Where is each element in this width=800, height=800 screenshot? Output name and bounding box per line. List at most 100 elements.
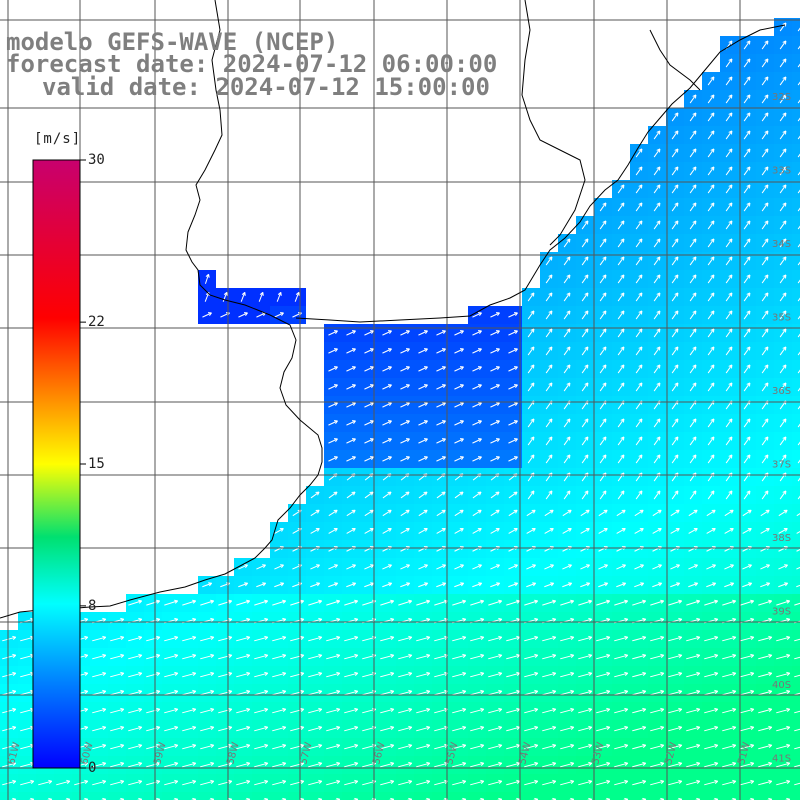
wind-arrow — [779, 22, 787, 32]
wind-arrow — [653, 310, 661, 320]
wind-arrow — [724, 564, 734, 570]
wind-arrow — [380, 689, 395, 696]
wind-arrow — [686, 761, 701, 768]
wind-arrow — [328, 366, 338, 372]
wind-arrow — [508, 509, 518, 517]
wind-arrow — [2, 725, 17, 732]
latitude-labels: 32S 33S 34S 35S 36S 37S 38S 39S 40S 41S — [772, 92, 791, 765]
wind-arrow — [797, 207, 800, 212]
wind-arrow — [290, 761, 305, 768]
wind-arrow — [797, 45, 800, 50]
wind-cell — [108, 792, 126, 800]
wind-arrow — [722, 671, 737, 678]
wind-arrow — [632, 689, 647, 696]
model-title: modelo GEFS-WAVE (NCEP) — [6, 28, 339, 56]
wind-arrow — [490, 564, 500, 570]
wind-arrow — [328, 582, 339, 588]
wind-arrow — [146, 671, 161, 678]
wind-arrow — [398, 725, 413, 732]
wind-arrow — [725, 94, 733, 104]
wind-cell — [792, 792, 800, 800]
wind-arrow — [328, 420, 338, 426]
wind-arrow — [346, 491, 356, 499]
wind-arrow — [634, 528, 644, 534]
wind-arrow — [797, 405, 800, 410]
wind-arrow — [632, 653, 647, 660]
wind-arrow — [776, 743, 791, 750]
wind-arrow — [380, 707, 395, 714]
wind-arrow — [671, 184, 679, 194]
wind-arrow — [725, 418, 733, 428]
wind-arrow — [650, 671, 665, 678]
wind-arrow — [653, 256, 661, 266]
latitude-label: 36S — [772, 386, 791, 397]
wind-arrow — [400, 582, 411, 588]
wind-arrow — [722, 725, 737, 732]
wind-arrow — [418, 348, 428, 354]
wind-arrow — [308, 599, 323, 606]
wind-arrow — [400, 528, 410, 534]
wind-arrow — [578, 779, 593, 786]
wind-arrow — [670, 528, 680, 534]
wind-arrow — [398, 689, 413, 696]
wind-arrow — [562, 528, 572, 534]
wind-arrow — [743, 310, 751, 320]
wind-arrow — [490, 384, 500, 390]
wind-arrow — [545, 436, 553, 446]
wind-arrow — [758, 743, 773, 750]
wind-arrow — [689, 112, 697, 122]
wind-arrow — [653, 166, 661, 176]
wind-cell — [792, 486, 800, 504]
wind-arrow — [797, 153, 800, 158]
wind-arrow — [689, 256, 697, 266]
wind-arrow — [200, 599, 215, 606]
wind-arrow — [472, 348, 482, 354]
wind-arrow — [560, 653, 575, 660]
wind-arrow — [527, 382, 535, 392]
wind-arrow — [779, 436, 787, 446]
wind-arrow — [563, 418, 571, 428]
wind-arrow — [563, 238, 571, 248]
wind-arrow — [128, 635, 143, 642]
wind-arrow — [454, 564, 464, 570]
wind-arrow — [344, 707, 359, 714]
wind-arrow — [346, 509, 356, 517]
wind-arrow — [92, 653, 107, 660]
wind-arrow — [382, 402, 392, 408]
wind-arrow — [508, 564, 518, 570]
wind-arrow — [635, 310, 643, 320]
wind-arrow — [562, 564, 572, 570]
wind-cell — [792, 594, 800, 612]
wind-arrow — [779, 58, 787, 68]
wind-arrow — [563, 310, 571, 320]
wind-cell — [180, 792, 198, 800]
wind-arrow — [326, 743, 341, 750]
wind-arrow — [38, 779, 53, 786]
wind-arrow — [542, 707, 557, 714]
wind-arrow — [599, 256, 607, 266]
wind-arrow — [236, 761, 251, 768]
wind-arrow — [599, 346, 607, 356]
wind-arrow — [346, 366, 356, 372]
wind-arrow — [778, 509, 788, 517]
wind-arrow — [364, 366, 374, 372]
wind-arrow — [346, 348, 356, 354]
wind-arrow — [599, 274, 607, 284]
wind-arrow — [779, 346, 787, 356]
wind-arrow — [182, 761, 197, 768]
wind-arrow — [272, 689, 287, 696]
wind-arrow — [490, 420, 500, 426]
wind-arrow — [527, 418, 535, 428]
wind-arrow — [274, 528, 284, 534]
wind-arrow — [272, 725, 287, 732]
wind-arrow — [452, 725, 467, 732]
colorbar-tick-label: 0 — [88, 760, 97, 776]
wind-arrow — [560, 707, 575, 714]
wind-arrow — [797, 225, 800, 230]
wind-arrow — [560, 725, 575, 732]
wind-arrow — [236, 671, 251, 678]
wind-arrow — [545, 364, 553, 374]
wind-arrow — [761, 112, 769, 122]
wind-arrow — [614, 743, 629, 750]
wind-arrow — [598, 564, 608, 570]
